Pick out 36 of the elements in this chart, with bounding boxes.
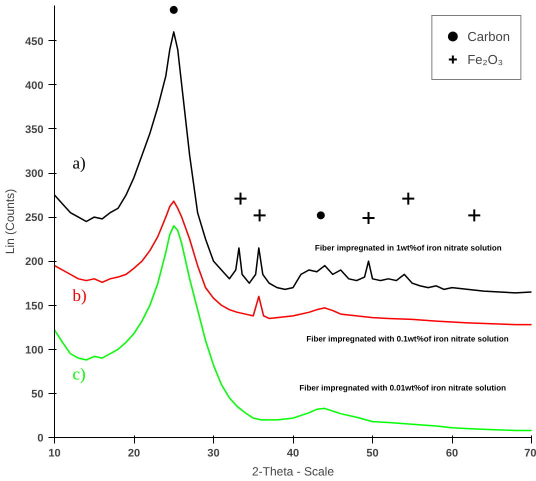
x-tick-label: 30 — [207, 448, 220, 460]
y-tick-label: 300 — [25, 168, 44, 180]
legend-label: Carbon — [467, 28, 510, 44]
point — [362, 210, 376, 225]
series-label: b) — [72, 286, 87, 306]
y-tick-label: 50 — [31, 388, 44, 400]
annotation: Fiber impregnated in 1wt%of iron nitrate solution — [314, 243, 502, 252]
legend-label: Fe₂O₃ — [467, 52, 503, 66]
x-tick-label: 10 — [48, 448, 61, 460]
point — [467, 208, 482, 222]
y-tick-label: 100 — [25, 344, 44, 356]
point — [401, 192, 416, 206]
point — [234, 192, 248, 206]
x-axis-title: 2-Theta - Scale — [252, 464, 334, 478]
point — [170, 6, 178, 14]
y-tick-label: 350 — [25, 124, 44, 136]
series-label: c) — [72, 364, 86, 384]
line-series — [54, 225, 532, 432]
y-tick-label: 150 — [25, 300, 44, 312]
line-series — [54, 200, 532, 326]
x-tick-label: 50 — [366, 448, 379, 460]
x-tick-label: 60 — [446, 448, 458, 460]
y-tick-label: 200 — [25, 256, 44, 268]
x-tick-label: 70 — [524, 448, 536, 460]
annotation: Fiber impregnated with 0.1wt%of iron nitrate solution — [306, 334, 509, 344]
point — [316, 211, 325, 220]
annotation: Fiber impregnated with 0.01wt%of iron nitrate solution — [299, 384, 506, 393]
y-tick-label: 450 — [25, 36, 44, 48]
x-tick-label: 40 — [286, 448, 300, 460]
y-tick-label: 250 — [25, 212, 44, 224]
point — [252, 208, 267, 222]
y-axis-title: Lin (Counts) — [3, 188, 18, 254]
y-tick-label: 400 — [25, 80, 44, 92]
series-label: a) — [72, 154, 86, 173]
x-tick-label: 20 — [128, 448, 140, 460]
y-tick-label: 0 — [37, 432, 44, 444]
